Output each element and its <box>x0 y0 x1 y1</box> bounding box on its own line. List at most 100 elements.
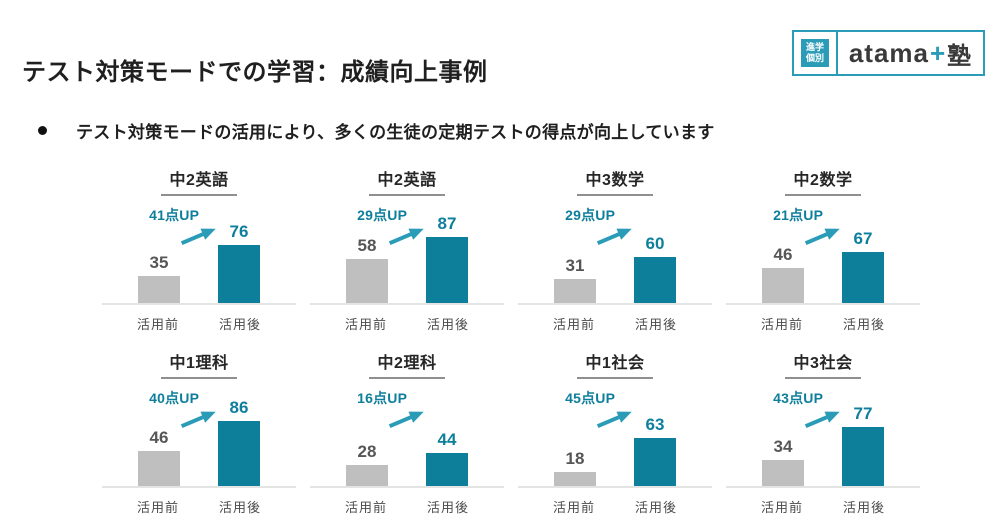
label-before: 活用前 <box>344 500 387 515</box>
score-chart: 中1理科 40点UP 46 86 活用前 活用後 <box>102 349 296 516</box>
label-before: 活用前 <box>552 500 595 515</box>
score-chart: 中1社会 45点UP 18 63 活用前 活用後 <box>518 349 712 516</box>
before-bar <box>138 451 180 486</box>
after-bar <box>218 245 260 303</box>
label-after: 活用後 <box>218 317 261 332</box>
score-chart: 中2英語 29点UP 58 87 活用前 活用後 <box>310 166 504 333</box>
label-before: 活用前 <box>760 317 803 332</box>
up-arrow-icon <box>594 405 636 436</box>
page-title: テスト対策モードでの学習：成績向上事例 <box>22 59 488 86</box>
up-arrow-icon <box>386 222 428 253</box>
label-before: 活用前 <box>344 317 387 332</box>
before-value: 58 <box>357 236 377 255</box>
up-arrow-icon <box>386 405 428 436</box>
label-before: 活用前 <box>136 500 179 515</box>
after-bar <box>426 453 468 486</box>
label-after: 活用後 <box>842 317 885 332</box>
logo-wordmark: atama + 塾 <box>838 32 983 74</box>
logo-badge-section: 進学 個別 <box>794 32 838 74</box>
bullet-icon <box>38 126 47 135</box>
after-bar <box>634 438 676 486</box>
bullet-item: テスト対策モードの活用により、多くの生徒の定期テストの得点が向上しています <box>38 118 715 143</box>
after-bar <box>634 257 676 303</box>
before-value: 34 <box>773 437 793 456</box>
chart-plot-area: 29点UP 31 60 <box>518 203 712 305</box>
up-label: 41点UP <box>149 207 200 223</box>
before-value: 46 <box>773 245 793 264</box>
label-after: 活用後 <box>218 500 261 515</box>
after-bar <box>842 252 884 303</box>
chart-title: 中3社会 <box>784 349 862 379</box>
up-label: 21点UP <box>773 207 824 223</box>
chart-title: 中3数学 <box>576 166 654 196</box>
before-bar <box>346 259 388 303</box>
before-value: 28 <box>357 442 377 461</box>
chart-title: 中1理科 <box>160 349 238 379</box>
logo-badge-line1: 進学 <box>805 42 824 53</box>
chart-plot-area: 45点UP 18 63 <box>518 386 712 488</box>
up-label: 40点UP <box>149 390 200 406</box>
score-chart: 中2数学 21点UP 46 67 活用前 活用後 <box>726 166 920 333</box>
chart-title: 中2理科 <box>368 349 446 379</box>
label-before: 活用前 <box>760 500 803 515</box>
after-value: 87 <box>437 214 457 233</box>
after-bar <box>218 421 260 486</box>
before-bar <box>554 279 596 303</box>
up-label: 43点UP <box>773 390 824 406</box>
up-arrow-icon <box>178 222 220 253</box>
label-after: 活用後 <box>426 500 469 515</box>
logo-badge-line2: 個別 <box>805 53 824 63</box>
score-chart: 中2理科 16点UP 28 44 活用前 活用後 <box>310 349 504 516</box>
chart-plot-area: 29点UP 58 87 <box>310 203 504 305</box>
logo-name: atama <box>848 37 929 68</box>
bullet-text: テスト対策モードの活用により、多くの生徒の定期テストの得点が向上しています <box>76 123 715 142</box>
before-bar <box>346 465 388 486</box>
up-arrow-icon <box>802 222 844 253</box>
label-after: 活用後 <box>634 317 677 332</box>
before-bar <box>138 276 180 303</box>
up-label: 29点UP <box>565 207 616 223</box>
score-chart: 中3数学 29点UP 31 60 活用前 活用後 <box>518 166 712 333</box>
up-arrow-icon <box>178 405 220 436</box>
up-label: 16点UP <box>357 390 408 406</box>
before-bar <box>762 268 804 303</box>
before-bar <box>554 472 596 486</box>
after-bar <box>842 427 884 486</box>
chart-title: 中1社会 <box>576 349 654 379</box>
after-value: 67 <box>853 229 873 248</box>
up-arrow-icon <box>802 405 844 436</box>
label-after: 活用後 <box>426 317 469 332</box>
logo-badge: 進学 個別 <box>801 39 829 67</box>
chart-title: 中2英語 <box>160 166 238 196</box>
up-arrow-icon <box>594 222 636 253</box>
label-after: 活用後 <box>634 500 677 515</box>
logo-plus-sign: + <box>929 37 947 68</box>
up-label: 29点UP <box>357 207 408 223</box>
atama-plus-logo: 進学 個別 atama + 塾 <box>792 30 985 76</box>
before-value: 35 <box>149 253 169 272</box>
chart-plot-area: 43点UP 34 77 <box>726 386 920 488</box>
up-label: 45点UP <box>565 390 616 406</box>
logo-suffix: 塾 <box>947 42 973 70</box>
after-value: 63 <box>645 415 665 434</box>
score-chart: 中3社会 43点UP 34 77 活用前 活用後 <box>726 349 920 516</box>
after-value: 60 <box>645 234 665 253</box>
chart-plot-area: 41点UP 35 76 <box>102 203 296 305</box>
before-value: 31 <box>565 256 585 275</box>
after-value: 86 <box>229 398 249 417</box>
label-before: 活用前 <box>136 317 179 332</box>
chart-plot-area: 16点UP 28 44 <box>310 386 504 488</box>
charts-grid: 中2英語 41点UP 35 76 活用前 活用後 中2英語 29点UP <box>102 166 920 516</box>
chart-title: 中2英語 <box>368 166 446 196</box>
before-bar <box>762 460 804 486</box>
label-before: 活用前 <box>552 317 595 332</box>
chart-title: 中2数学 <box>784 166 862 196</box>
after-value: 44 <box>437 430 457 449</box>
chart-plot-area: 21点UP 46 67 <box>726 203 920 305</box>
after-value: 76 <box>229 222 249 241</box>
label-after: 活用後 <box>842 500 885 515</box>
chart-plot-area: 40点UP 46 86 <box>102 386 296 488</box>
before-value: 46 <box>149 428 169 447</box>
after-bar <box>426 237 468 303</box>
before-value: 18 <box>565 449 585 468</box>
